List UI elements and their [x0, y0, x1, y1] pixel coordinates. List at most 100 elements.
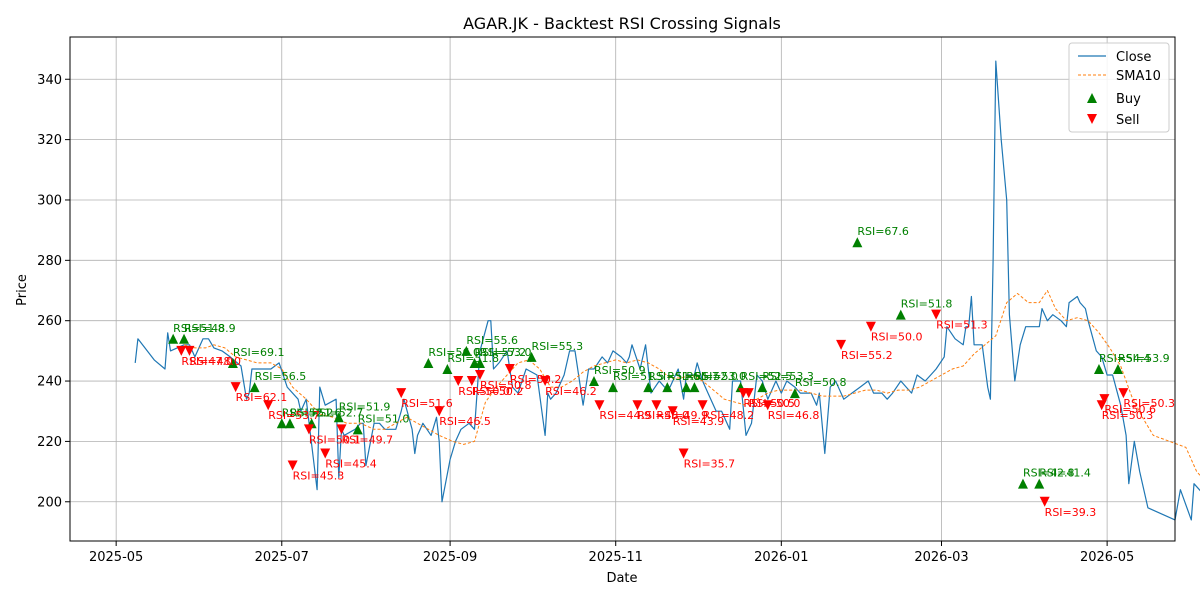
sell-marker	[1118, 388, 1129, 399]
axis-ticks: 2025-05 2025-07 2025-09 2025-11 2026-01 2026-…	[37, 73, 1134, 565]
buy-label: RSI=53.0	[480, 346, 532, 359]
buy-marker	[179, 333, 190, 344]
buy-marker	[852, 237, 863, 248]
y-tick-label: 220	[37, 435, 62, 450]
sell-label: RSI=50.2	[510, 373, 562, 386]
sell-label: RSI=50.0	[871, 331, 923, 344]
buy-marker	[757, 382, 768, 393]
sell-marker	[1039, 496, 1050, 507]
sell-marker	[1099, 394, 1110, 405]
buy-marker	[689, 382, 700, 393]
sell-label: RSI=50.3	[1123, 397, 1175, 410]
x-axis-label: Date	[606, 571, 637, 586]
sell-label: RSI=51.3	[936, 319, 988, 332]
buy-marker	[461, 345, 472, 356]
legend-sell-marker	[1087, 114, 1097, 124]
buy-label: RSI=69.1	[233, 346, 285, 359]
y-tick-label: 300	[37, 193, 62, 208]
x-tick-label: 2026-01	[754, 550, 808, 565]
buy-marker	[284, 418, 295, 429]
buy-label: RSI=50.9	[594, 364, 646, 377]
buy-label: RSI=54.4	[1099, 352, 1151, 365]
buy-label: RSI=51.5	[613, 370, 665, 383]
y-tick-label: 280	[37, 254, 62, 269]
sell-marker	[762, 400, 773, 411]
buy-marker	[333, 412, 344, 423]
x-tick-label: 2025-09	[423, 550, 477, 565]
sell-label: RSI=62.1	[236, 391, 288, 404]
legend-close-label: Close	[1116, 50, 1151, 65]
sell-marker	[632, 400, 643, 411]
sell-label: RSI=48.0	[189, 355, 241, 368]
sell-label: RSI=46.8	[768, 409, 820, 422]
sell-marker	[504, 363, 515, 374]
buy-marker	[588, 376, 599, 387]
buy-label: RSI=53.9	[1118, 352, 1170, 365]
legend: Close SMA10 Buy Sell	[1068, 42, 1170, 133]
buy-marker	[1112, 363, 1123, 374]
buy-marker	[276, 418, 287, 429]
buy-label: RSI=42.8	[1023, 467, 1075, 480]
sell-label: RSI=55.2	[841, 349, 893, 362]
sell-label: RSI=44.9	[599, 409, 651, 422]
sell-marker	[263, 400, 274, 411]
buy-label: RSI=41.4	[1039, 467, 1091, 480]
sell-marker	[667, 406, 678, 417]
sell-label: RSI=48.0	[637, 409, 689, 422]
sell-marker	[651, 400, 662, 411]
sell-label: RSI=49.7	[341, 433, 393, 446]
plot-frame	[69, 36, 1176, 542]
buy-marker	[227, 357, 238, 368]
sell-marker	[540, 376, 551, 387]
buy-marker	[249, 382, 260, 393]
y-tick-label: 200	[37, 495, 62, 510]
sell-marker	[466, 376, 477, 387]
buy-label: RSI=51.6	[290, 406, 342, 419]
buy-marker	[1017, 478, 1028, 489]
sell-marker	[303, 424, 314, 435]
buy-label: RSI=55.3	[532, 340, 584, 353]
sell-label: RSI=50.2	[472, 385, 524, 398]
sell-marker	[434, 406, 445, 417]
sell-label: RSI=46.5	[439, 415, 491, 428]
y-tick-label: 340	[37, 73, 62, 88]
legend-sma-label: SMA10	[1116, 69, 1161, 84]
buy-label: RSI=52.0	[686, 370, 738, 383]
buy-label: RSI=51.6	[648, 370, 700, 383]
buy-marker	[789, 388, 800, 399]
buy-label: RSI=51.7	[667, 370, 719, 383]
y-tick-label: 260	[37, 314, 62, 329]
buy-label: RSI=52.2	[282, 406, 334, 419]
x-tick-label: 2025-07	[255, 550, 309, 565]
sell-label: RSI=50.8	[480, 379, 532, 392]
buy-label: RSI=67.6	[857, 225, 909, 238]
sell-marker	[931, 309, 942, 320]
sell-label: RSI=50.6	[1104, 403, 1156, 416]
legend-box	[1068, 42, 1170, 133]
buy-marker	[474, 357, 485, 368]
sell-label: RSI=51.6	[401, 397, 453, 410]
buy-label: RSI=57.2	[475, 346, 527, 359]
buy-marker	[1034, 478, 1045, 489]
sell-label: RSI=50.3	[1102, 409, 1154, 422]
sell-marker	[396, 388, 407, 399]
sell-label: RSI=49.9	[656, 409, 708, 422]
buy-label: RSI=50.8	[795, 376, 847, 389]
sell-label: RSI=48.2	[703, 409, 755, 422]
buy-label: RSI=51.0	[358, 412, 410, 425]
sell-label: RSI=50.1	[309, 433, 361, 446]
sell-marker	[836, 339, 847, 350]
sell-marker	[230, 382, 241, 393]
sell-marker	[336, 424, 347, 435]
buy-marker	[526, 351, 537, 362]
buy-label: RSI=51.8	[173, 322, 225, 335]
buy-marker	[442, 363, 453, 374]
buy-label: RSI=51.8	[901, 298, 953, 311]
sell-label: RSI=45.3	[293, 470, 345, 483]
x-tick-label: 2026-05	[1080, 550, 1134, 565]
sell-label: RSI=47.0	[181, 355, 233, 368]
buy-label: RSI=52.5	[741, 370, 793, 383]
